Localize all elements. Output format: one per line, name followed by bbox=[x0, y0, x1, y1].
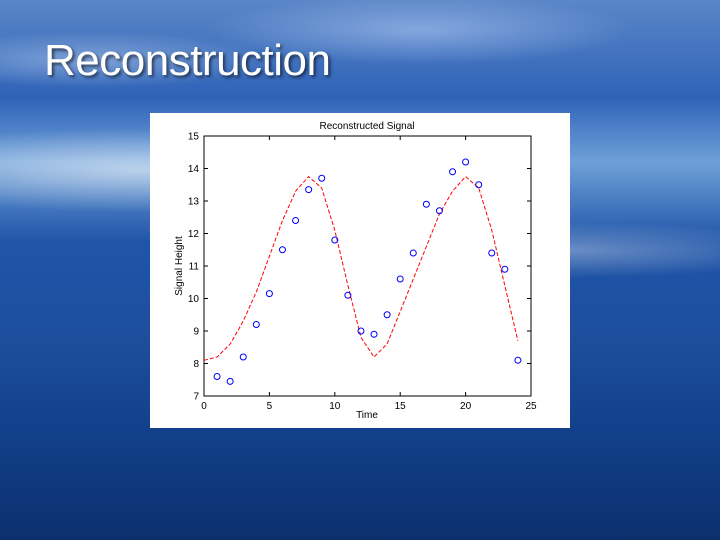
chart-figure: 0 5 10 15 20 25 7 8 9 10 11 12 13 14 15 Reconstructed … bbox=[150, 113, 570, 428]
data-point bbox=[396, 275, 404, 283]
slide-title: Reconstruction bbox=[44, 36, 331, 85]
x-tick-label: 5 bbox=[267, 401, 273, 412]
data-point bbox=[344, 291, 352, 299]
data-point bbox=[331, 236, 339, 244]
data-point bbox=[239, 353, 247, 361]
data-point bbox=[252, 321, 260, 328]
data-point bbox=[422, 200, 430, 208]
y-tick-label: 8 bbox=[193, 359, 199, 370]
data-point bbox=[435, 207, 443, 215]
data-point bbox=[278, 246, 286, 254]
y-tick-label: 11 bbox=[189, 262, 200, 273]
data-point bbox=[475, 181, 483, 189]
data-point bbox=[265, 290, 273, 298]
data-point bbox=[383, 311, 391, 319]
data-point bbox=[462, 158, 470, 166]
x-axis-label: Time bbox=[356, 410, 378, 421]
y-axis-label: Signal Height bbox=[174, 236, 185, 296]
data-point bbox=[501, 265, 509, 273]
data-point bbox=[213, 373, 221, 380]
data-point bbox=[305, 186, 313, 194]
chart-title: Reconstructed Signal bbox=[319, 121, 414, 132]
plot-area bbox=[203, 135, 532, 397]
data-point bbox=[370, 330, 378, 338]
reconstructed-signal-chart: 0 5 10 15 20 25 7 8 9 10 11 12 13 14 15 Reconstructed … bbox=[174, 121, 537, 421]
y-tick-label: 9 bbox=[193, 327, 199, 338]
x-tick-label: 20 bbox=[460, 401, 472, 412]
y-tick-label: 10 bbox=[188, 294, 200, 305]
data-point bbox=[226, 377, 234, 385]
y-tick-label: 13 bbox=[188, 197, 200, 208]
series-line-1 bbox=[203, 175, 519, 361]
y-tick-label: 15 bbox=[188, 132, 200, 143]
data-point bbox=[292, 217, 300, 224]
data-point bbox=[318, 174, 326, 182]
y-tick-label: 7 bbox=[193, 392, 199, 403]
x-tick-label: 0 bbox=[201, 401, 207, 412]
x-tick-label: 10 bbox=[329, 401, 341, 412]
x-tick-label: 25 bbox=[525, 401, 537, 412]
y-tick-label: 14 bbox=[188, 164, 200, 175]
data-point bbox=[357, 327, 365, 335]
x-tick-label: 15 bbox=[395, 401, 407, 412]
y-tick-label: 12 bbox=[188, 229, 200, 240]
data-point bbox=[409, 249, 417, 257]
data-point bbox=[514, 356, 522, 364]
data-point bbox=[449, 168, 457, 176]
data-point bbox=[488, 249, 496, 257]
